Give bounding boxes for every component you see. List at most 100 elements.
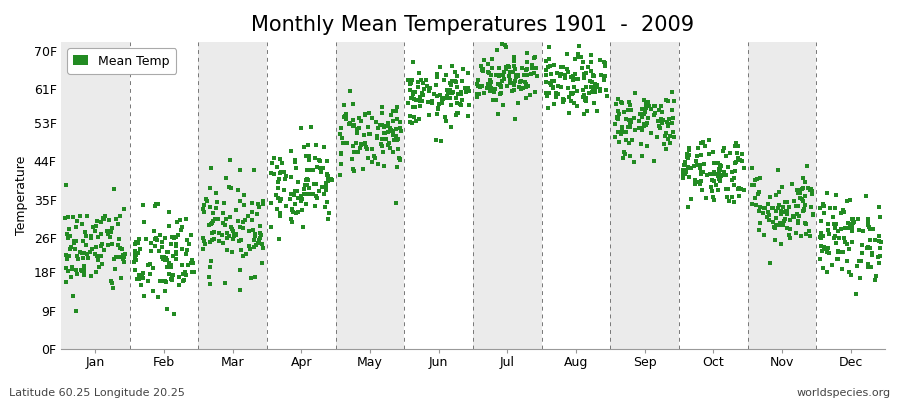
Point <box>568 76 582 82</box>
Point <box>306 167 320 173</box>
Point <box>237 202 251 209</box>
Point <box>820 245 834 252</box>
Point <box>431 104 446 111</box>
Point <box>654 120 669 126</box>
Point <box>665 107 680 113</box>
Point <box>385 128 400 134</box>
Point <box>206 236 220 242</box>
Point <box>771 188 786 195</box>
Point <box>405 104 419 110</box>
Point <box>841 225 855 232</box>
Point <box>585 84 599 91</box>
Point <box>653 118 668 124</box>
Point <box>495 78 509 84</box>
Point <box>433 63 447 70</box>
Point <box>693 140 707 146</box>
Point <box>566 73 580 80</box>
Point <box>829 192 843 198</box>
Point <box>503 79 517 86</box>
Bar <box>130 42 198 349</box>
Point <box>73 213 87 219</box>
Point <box>731 143 745 150</box>
Point <box>89 217 104 224</box>
Point <box>539 67 554 74</box>
Point <box>116 256 130 262</box>
Point <box>104 240 119 247</box>
Point <box>528 54 543 60</box>
Point <box>470 81 484 87</box>
Point <box>624 107 638 113</box>
Point <box>485 64 500 71</box>
Point <box>849 290 863 297</box>
Point <box>731 185 745 192</box>
Point <box>647 110 662 116</box>
Point <box>409 97 423 104</box>
Point <box>266 171 281 177</box>
Point <box>307 180 321 187</box>
Point <box>210 198 224 205</box>
Point <box>215 232 230 238</box>
Point <box>237 192 251 198</box>
Point <box>362 131 376 137</box>
Point <box>308 155 322 161</box>
Point <box>869 273 884 279</box>
Point <box>117 254 131 261</box>
Point <box>712 169 726 176</box>
Point <box>507 87 521 93</box>
Point <box>588 81 602 88</box>
Point <box>814 231 828 237</box>
Point <box>324 176 338 182</box>
Point <box>690 162 705 168</box>
Point <box>756 210 770 216</box>
Point <box>493 90 508 96</box>
Point <box>589 84 603 90</box>
Point <box>491 81 505 87</box>
Point <box>653 116 668 122</box>
Point <box>118 250 132 257</box>
Point <box>114 274 129 281</box>
Point <box>728 143 742 149</box>
Point <box>844 228 859 234</box>
Point <box>358 112 373 118</box>
Point <box>178 216 193 222</box>
Point <box>233 286 248 293</box>
Point <box>556 98 571 105</box>
Bar <box>472 42 542 349</box>
Point <box>489 72 503 78</box>
Point <box>483 76 498 83</box>
Point <box>628 127 643 133</box>
Point <box>70 252 85 259</box>
Point <box>515 65 529 71</box>
Point <box>838 239 852 246</box>
Point <box>860 261 875 267</box>
Y-axis label: Temperature: Temperature <box>15 156 28 235</box>
Point <box>454 78 469 84</box>
Point <box>801 185 815 191</box>
Point <box>634 141 648 147</box>
Point <box>829 240 843 247</box>
Point <box>128 241 142 248</box>
Point <box>860 244 875 250</box>
Point <box>89 252 104 259</box>
Point <box>223 157 238 163</box>
Point <box>175 262 189 268</box>
Point <box>184 232 198 238</box>
Point <box>449 95 464 102</box>
Point <box>232 238 247 244</box>
Point <box>164 276 178 282</box>
Point <box>236 225 250 232</box>
Point <box>166 234 181 241</box>
Point <box>354 140 368 147</box>
Point <box>518 94 533 101</box>
Point <box>831 248 845 254</box>
Point <box>773 222 788 228</box>
Point <box>546 85 561 91</box>
Point <box>365 146 380 152</box>
Point <box>817 203 832 209</box>
Point <box>483 82 498 89</box>
Point <box>404 80 419 86</box>
Point <box>231 217 246 224</box>
Point <box>851 258 866 264</box>
Point <box>68 238 83 244</box>
Text: worldspecies.org: worldspecies.org <box>796 388 891 398</box>
